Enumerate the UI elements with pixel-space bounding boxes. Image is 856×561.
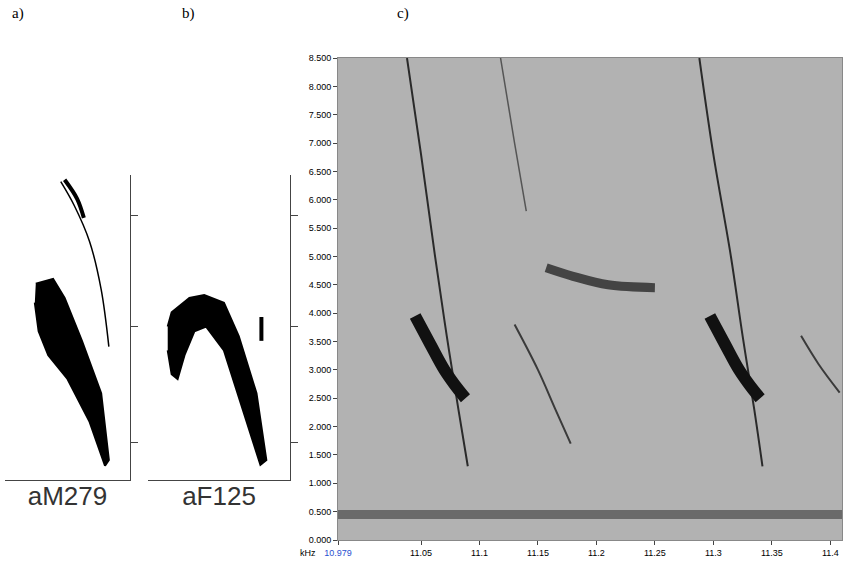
svg-text:2.000: 2.000 — [309, 422, 332, 432]
svg-text:1.500: 1.500 — [309, 450, 332, 460]
svg-text:8.500: 8.500 — [309, 53, 332, 63]
svg-text:11.1: 11.1 — [471, 548, 488, 558]
svg-text:0.500: 0.500 — [309, 507, 332, 517]
svg-text:3.000: 3.000 — [309, 365, 332, 375]
svg-text:11.05: 11.05 — [410, 548, 432, 558]
svg-text:2.500: 2.500 — [309, 393, 332, 403]
svg-text:4.000: 4.000 — [309, 308, 332, 318]
svg-text:0.000: 0.000 — [309, 535, 332, 545]
svg-text:3.500: 3.500 — [309, 337, 332, 347]
svg-text:11.2: 11.2 — [588, 548, 605, 558]
svg-text:a): a) — [12, 5, 24, 22]
svg-text:5.000: 5.000 — [309, 252, 332, 262]
svg-text:11.3: 11.3 — [705, 548, 722, 558]
svg-text:c): c) — [397, 5, 409, 22]
svg-text:11.15: 11.15 — [527, 548, 549, 558]
svg-text:7.000: 7.000 — [309, 138, 332, 148]
svg-text:6.500: 6.500 — [309, 167, 332, 177]
svg-text:5.500: 5.500 — [309, 223, 332, 233]
svg-text:7.500: 7.500 — [309, 110, 332, 120]
svg-text:8.000: 8.000 — [309, 82, 332, 92]
svg-text:11.35: 11.35 — [761, 548, 783, 558]
svg-text:b): b) — [182, 5, 195, 22]
svg-text:6.000: 6.000 — [309, 195, 332, 205]
svg-text:1.000: 1.000 — [309, 478, 332, 488]
svg-text:10.979: 10.979 — [324, 548, 352, 558]
svg-text:11.25: 11.25 — [644, 548, 666, 558]
svg-text:aF125: aF125 — [182, 481, 256, 511]
svg-text:aM279: aM279 — [28, 481, 108, 511]
svg-text:11.4: 11.4 — [822, 548, 839, 558]
svg-text:kHz: kHz — [300, 548, 316, 558]
svg-text:4.500: 4.500 — [309, 280, 332, 290]
